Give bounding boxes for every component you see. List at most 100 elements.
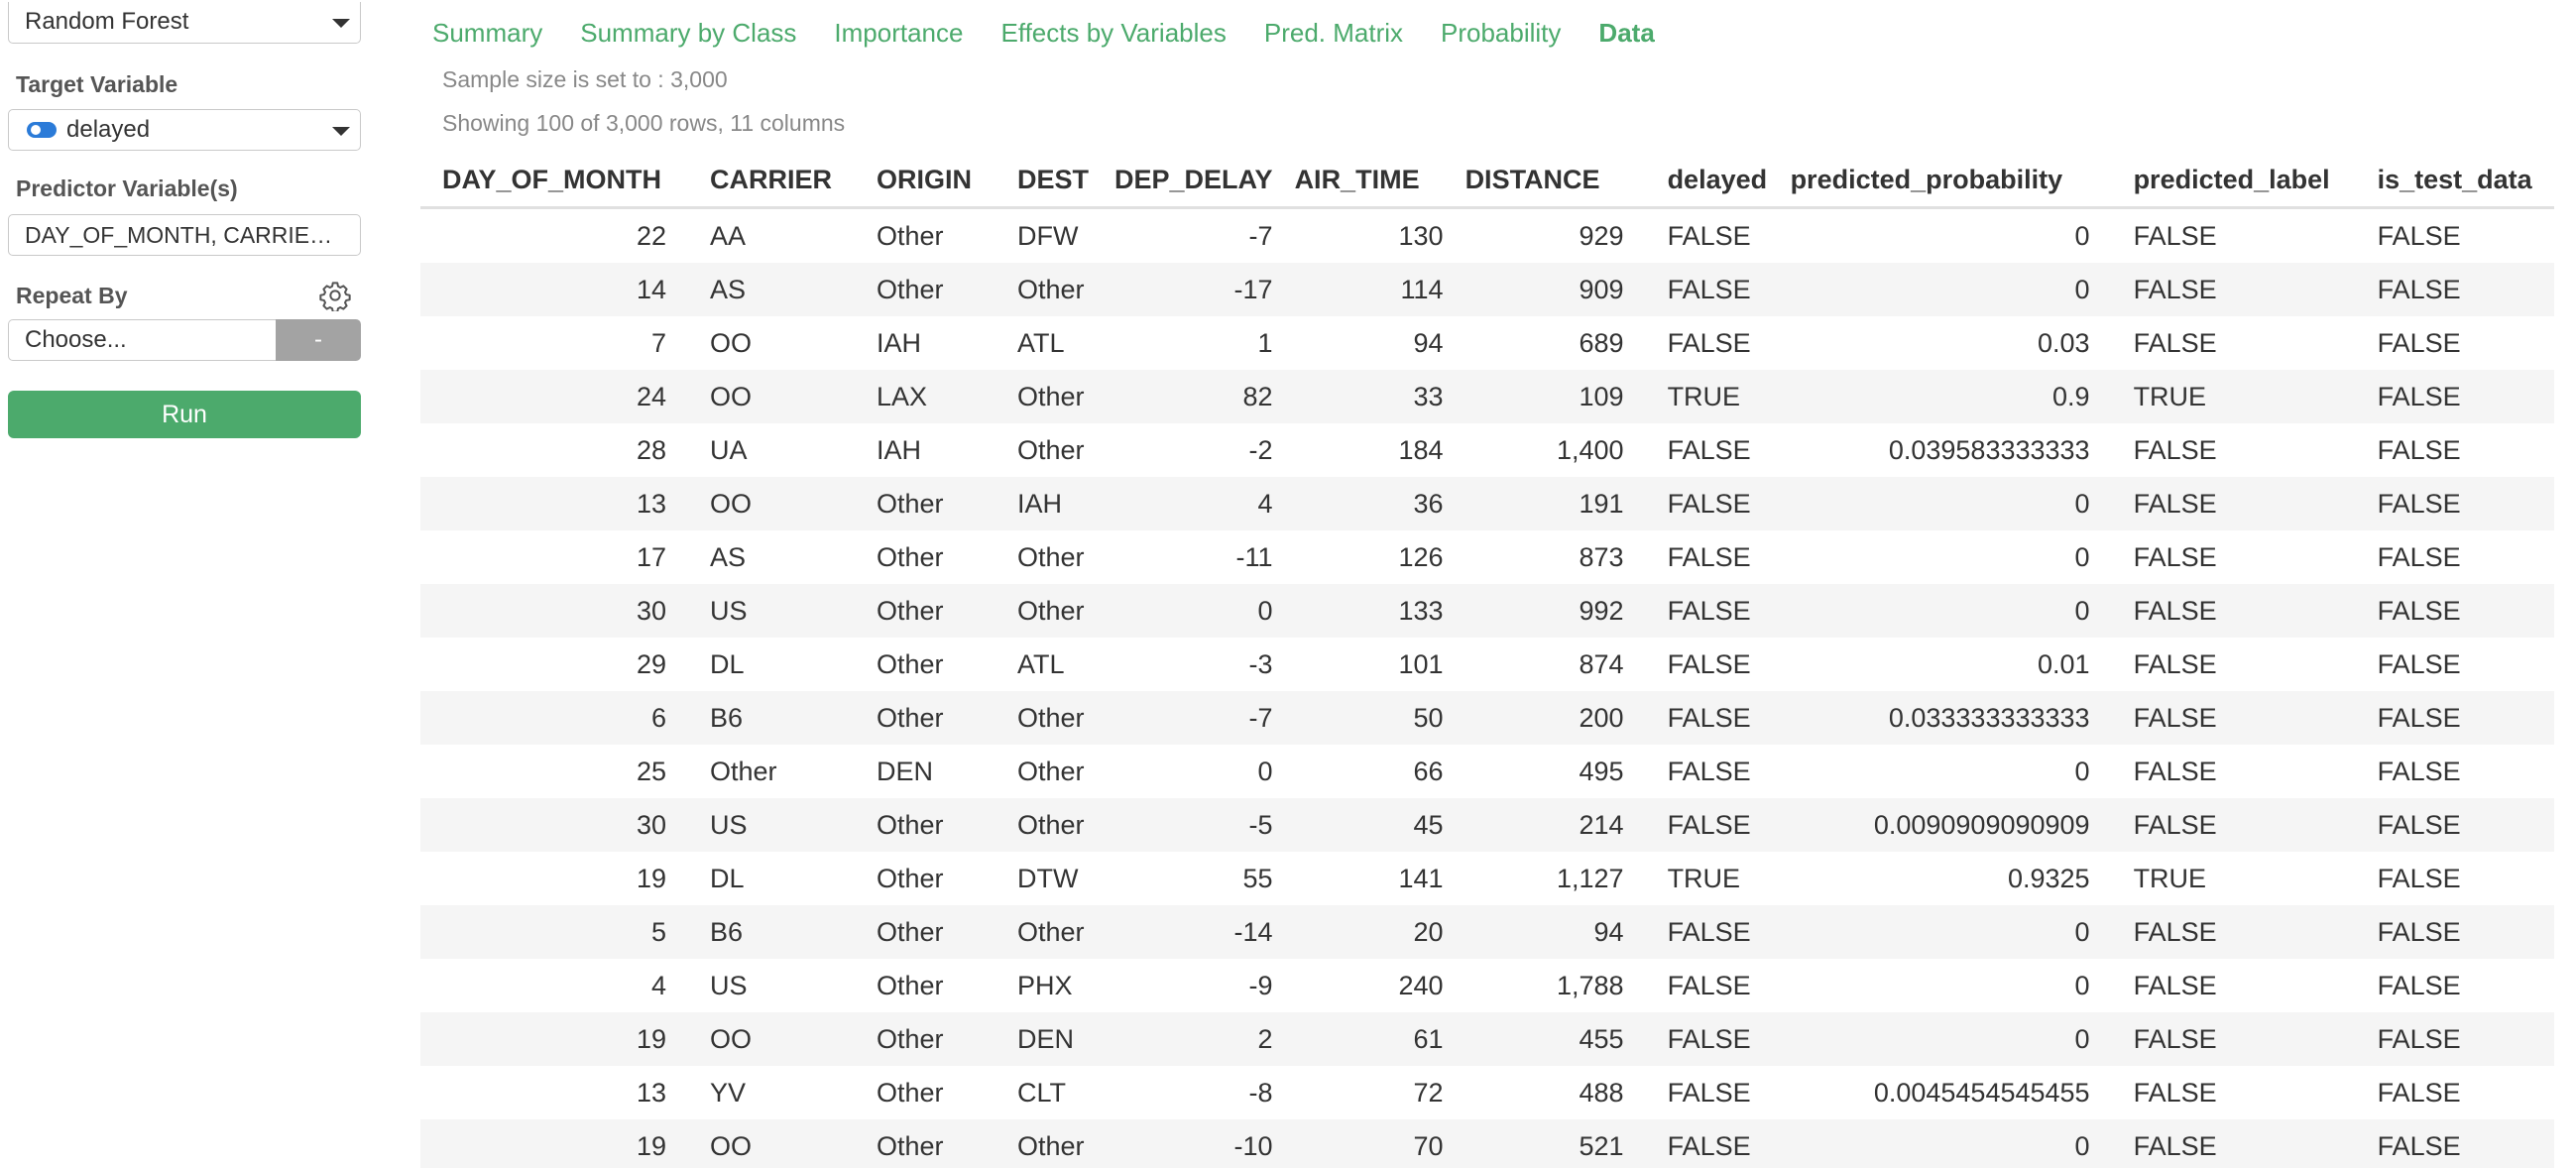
column-header-is-test-data[interactable]: is_test_data: [2355, 153, 2554, 209]
table-cell: -7: [1114, 691, 1295, 745]
table-cell: ATL: [1017, 648, 1065, 679]
table-cell: OO: [688, 370, 855, 423]
table-cell: 1,127: [1556, 863, 1624, 893]
table-cell: 873: [1579, 541, 1624, 572]
table-cell: FALSE: [2355, 263, 2554, 316]
rows-info: Showing 100 of 3,000 rows, 11 columns: [442, 110, 846, 136]
table-cell: 13: [420, 477, 688, 530]
table-cell: 184: [1398, 434, 1444, 465]
column-header-origin[interactable]: ORIGIN: [855, 153, 995, 209]
table-cell: -9: [1248, 970, 1273, 1000]
table-cell: FALSE: [2377, 1077, 2461, 1108]
table-cell: -14: [1114, 905, 1295, 959]
table-cell: PHX: [1017, 970, 1073, 1000]
model-select[interactable]: Random Forest: [8, 2, 361, 44]
table-row: 5 B6 Other Other -14 20 94 FALSE 0 FALSE FALSE: [420, 905, 2554, 959]
table-cell: FALSE: [2111, 477, 2356, 530]
run-button[interactable]: Run: [8, 391, 361, 438]
table-cell: 50: [1294, 691, 1465, 745]
tab-importance[interactable]: Importance: [834, 18, 964, 48]
table-cell: Other: [710, 756, 777, 786]
table-cell: FALSE: [2377, 648, 2461, 679]
repeat-by-clear-button[interactable]: -: [276, 319, 361, 361]
table-cell: FALSE: [2355, 691, 2554, 745]
predictor-variables-input[interactable]: DAY_OF_MONTH, CARRIE…: [8, 214, 361, 256]
table-row: 14 AS Other Other -17 114 909 FALSE 0 FALSE FALSE: [420, 263, 2554, 316]
tab-pred-matrix[interactable]: Pred. Matrix: [1263, 18, 1404, 48]
column-header-dep-delay[interactable]: DEP_DELAY: [1114, 153, 1295, 209]
table-cell: AA: [710, 220, 747, 251]
table-cell: FALSE: [1645, 1012, 1791, 1066]
table-cell: 17: [636, 541, 666, 572]
table-cell: DTW: [1017, 863, 1079, 893]
target-variable-select[interactable]: delayed: [8, 109, 361, 151]
table-cell: FALSE: [2111, 584, 2356, 638]
gear-icon[interactable]: [319, 280, 351, 311]
table-cell: 19: [636, 863, 666, 893]
tab-probability[interactable]: Probability: [1441, 18, 1562, 48]
table-cell: FALSE: [2355, 1119, 2554, 1168]
table-cell: 455: [1464, 1012, 1646, 1066]
table-cell: FALSE: [2377, 970, 2461, 1000]
table-cell: DEN: [995, 1012, 1114, 1066]
table-cell: 2: [1114, 1012, 1295, 1066]
table-cell: Other: [995, 1119, 1114, 1168]
table-row: 6 B6 Other Other -7 50 200 FALSE 0.033333333333 F…: [420, 691, 2554, 745]
column-header-predicted-probability[interactable]: predicted_probability: [1790, 153, 2112, 209]
table-cell: 28: [636, 434, 666, 465]
table-cell: 4: [650, 970, 666, 1000]
tab-data[interactable]: Data: [1598, 18, 1655, 48]
column-header-carrier[interactable]: CARRIER: [688, 153, 855, 209]
table-cell: FALSE: [2133, 1077, 2217, 1108]
table-cell: FALSE: [2355, 584, 2554, 638]
column-header-air-time[interactable]: AIR_TIME: [1294, 153, 1465, 209]
table-cell: FALSE: [2111, 905, 2356, 959]
table-cell: 0: [2074, 970, 2090, 1000]
table-cell: FALSE: [2377, 220, 2461, 251]
table-cell: FALSE: [1645, 584, 1791, 638]
table-cell: FALSE: [2133, 970, 2217, 1000]
table-row: 4 US Other PHX -9 240 1,788 FALSE 0 FALSE FALSE: [420, 959, 2554, 1012]
tab-effects-by-variables[interactable]: Effects by Variables: [1000, 18, 1227, 48]
table-cell: OO: [688, 477, 855, 530]
table-cell: 0.033333333333: [1790, 691, 2112, 745]
table-cell: AS: [688, 263, 855, 316]
table-cell: 929: [1579, 220, 1624, 251]
table-cell: Other: [995, 584, 1114, 638]
table-cell: -8: [1248, 1077, 1273, 1108]
table-cell: FALSE: [2355, 370, 2554, 423]
predictor-variables-label: Predictor Variable(s): [16, 175, 238, 201]
table-row: 24 OO LAX Other 82 33 109 TRUE 0.9 TRUE FALSE: [420, 370, 2554, 423]
column-header-distance[interactable]: DISTANCE: [1464, 153, 1646, 209]
column-header-day-of-month[interactable]: DAY_OF_MONTH: [420, 153, 688, 209]
table-cell: 1,788: [1556, 970, 1624, 1000]
table-cell: FALSE: [2111, 263, 2356, 316]
table-cell: OO: [688, 1119, 855, 1168]
table-cell: FALSE: [1645, 1119, 1791, 1168]
table-cell: FALSE: [2133, 648, 2217, 679]
tab-summary[interactable]: Summary: [432, 18, 543, 48]
table-row: 19 DL Other DTW 55 141 1,127 TRUE 0.9325 TRUE FALS…: [420, 852, 2554, 905]
table-cell: DFW: [1017, 220, 1079, 251]
toggle-icon: [27, 122, 57, 138]
table-cell: Other: [1017, 541, 1085, 572]
table-cell: 0: [1114, 584, 1295, 638]
table-cell: -2: [1248, 434, 1273, 465]
table-cell: TRUE: [2111, 370, 2356, 423]
table-cell: FALSE: [1667, 756, 1751, 786]
table-cell: ATL: [1017, 327, 1065, 358]
data-table: DAY_OF_MONTH CARRIER ORIGIN DEST DEP_DELAY AI…: [420, 153, 2554, 1168]
table-cell: 29: [636, 648, 666, 679]
column-header-dest[interactable]: DEST: [995, 153, 1114, 209]
table-cell: 0: [2074, 756, 2090, 786]
table-cell: Other: [877, 970, 944, 1000]
table-cell: 66: [1413, 756, 1444, 786]
sidebar: Random Forest Target Variable delayed Pr…: [8, 0, 363, 1168]
tab-summary-by-class[interactable]: Summary by Class: [580, 18, 797, 48]
repeat-by-select[interactable]: Choose...: [8, 319, 276, 361]
table-cell: FALSE: [1667, 220, 1751, 251]
column-header-predicted-label[interactable]: predicted_label: [2111, 153, 2356, 209]
table-cell: 24: [420, 370, 688, 423]
table-cell: -7: [1248, 220, 1273, 251]
column-header-delayed[interactable]: delayed: [1645, 153, 1791, 209]
